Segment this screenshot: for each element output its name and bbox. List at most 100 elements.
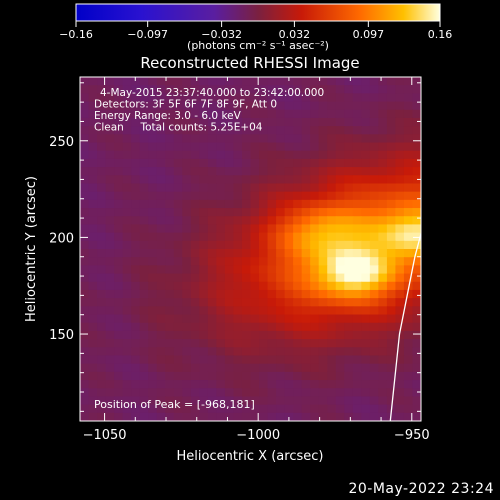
heatmap-cell	[310, 224, 320, 234]
heatmap-cell	[233, 396, 243, 406]
heatmap-cell	[97, 142, 107, 152]
heatmap-cell	[276, 134, 286, 144]
heatmap-cell	[88, 134, 98, 144]
heatmap-cell	[114, 93, 124, 103]
heatmap-cell	[131, 249, 141, 258]
heatmap-cell	[80, 142, 90, 152]
heatmap-cell	[165, 314, 175, 324]
heatmap-cell	[88, 208, 98, 217]
heatmap-cell	[284, 257, 294, 266]
heatmap-cell	[327, 191, 337, 201]
heatmap-cell	[97, 216, 107, 226]
heatmap-cell	[293, 175, 303, 185]
heatmap-cell	[276, 396, 286, 406]
heatmap-cell	[139, 396, 149, 406]
heatmap-cell	[80, 167, 90, 176]
heatmap-cell	[165, 265, 175, 275]
heatmap-cell	[352, 126, 362, 135]
heatmap-cell	[310, 273, 320, 283]
heatmap-cell	[233, 77, 243, 86]
heatmap-cell	[310, 347, 320, 357]
heatmap-cell	[156, 167, 166, 176]
axis-ticks: −1050−1000−950−900150200250	[49, 77, 430, 443]
heatmap-cell	[250, 380, 260, 389]
heatmap-cell	[335, 380, 345, 389]
heatmap-cell	[131, 363, 141, 373]
heatmap-cell	[139, 150, 149, 160]
heatmap-cell	[267, 306, 277, 316]
heatmap-cell	[386, 216, 397, 226]
heatmap-cell	[241, 289, 252, 299]
heatmap-cell	[190, 265, 200, 275]
heatmap-cell	[344, 322, 354, 332]
heatmap-cell	[105, 191, 115, 201]
heatmap-cell	[105, 396, 115, 406]
heatmap-cell	[378, 330, 388, 340]
heatmap-cell	[122, 314, 132, 324]
heatmap-cell	[284, 388, 294, 398]
heatmap-cell	[276, 77, 286, 86]
heatmap-cell	[148, 232, 158, 242]
heatmap-cell	[80, 265, 90, 275]
heatmap-cell	[403, 388, 414, 398]
heatmap-cell	[241, 93, 252, 103]
heatmap-cell	[224, 224, 235, 234]
heatmap-cell	[190, 355, 200, 365]
heatmap-cell	[386, 117, 397, 127]
heatmap-cell	[156, 109, 166, 119]
heatmap-cell	[165, 126, 175, 135]
heatmap-cell	[173, 298, 183, 307]
heatmap-cell	[369, 265, 379, 275]
heatmap-cell	[105, 85, 115, 94]
heatmap-cell	[131, 412, 141, 421]
heatmap-cell	[173, 142, 183, 152]
heatmap-cell	[369, 93, 379, 103]
heatmap-cell	[301, 273, 311, 283]
heatmap-cell	[267, 355, 277, 365]
heatmap-cell	[344, 142, 354, 152]
heatmap-cell	[173, 363, 183, 373]
heatmap-cell	[148, 371, 158, 381]
heatmap-cell	[284, 175, 294, 185]
heatmap-cell	[182, 355, 192, 365]
heatmap-cell	[199, 339, 209, 348]
heatmap-cell	[412, 158, 421, 168]
heatmap-cell	[250, 175, 260, 185]
heatmap-cell	[156, 134, 166, 144]
heatmap-cell	[267, 142, 277, 152]
heatmap-cell	[156, 199, 166, 209]
heatmap-cell	[412, 322, 421, 332]
heatmap-cell	[122, 85, 132, 94]
heatmap-cell	[352, 77, 362, 86]
heatmap-cell	[207, 158, 218, 168]
heatmap-cell	[233, 298, 243, 307]
heatmap-cell	[378, 101, 388, 111]
heatmap-cell	[122, 199, 132, 209]
heatmap-cell	[148, 158, 158, 168]
heatmap-cell	[207, 167, 218, 176]
heatmap-cell	[318, 355, 328, 365]
heatmap-cell	[199, 330, 209, 340]
heatmap-cell	[97, 281, 107, 291]
heatmap-cell	[352, 371, 362, 381]
heatmap-cell	[250, 412, 260, 421]
heatmap-cell	[207, 371, 218, 381]
heatmap-cell	[88, 142, 98, 152]
heatmap-cell	[403, 109, 414, 119]
heatmap-cell	[301, 77, 311, 86]
heatmap-cell	[378, 199, 388, 209]
heatmap-cell	[284, 224, 294, 234]
heatmap-cell	[148, 224, 158, 234]
heatmap-cell	[216, 134, 226, 144]
heatmap-cell	[284, 191, 294, 201]
heatmap-cell	[344, 93, 354, 103]
heatmap-cell	[267, 347, 277, 357]
heatmap-cell	[97, 224, 107, 234]
heatmap-cell	[165, 404, 175, 414]
heatmap-cell	[165, 371, 175, 381]
heatmap-cell	[80, 240, 90, 250]
heatmap-cell	[361, 298, 371, 307]
heatmap-cell	[190, 126, 200, 135]
heatmap-cell	[207, 388, 218, 398]
heatmap-cell	[88, 191, 98, 201]
